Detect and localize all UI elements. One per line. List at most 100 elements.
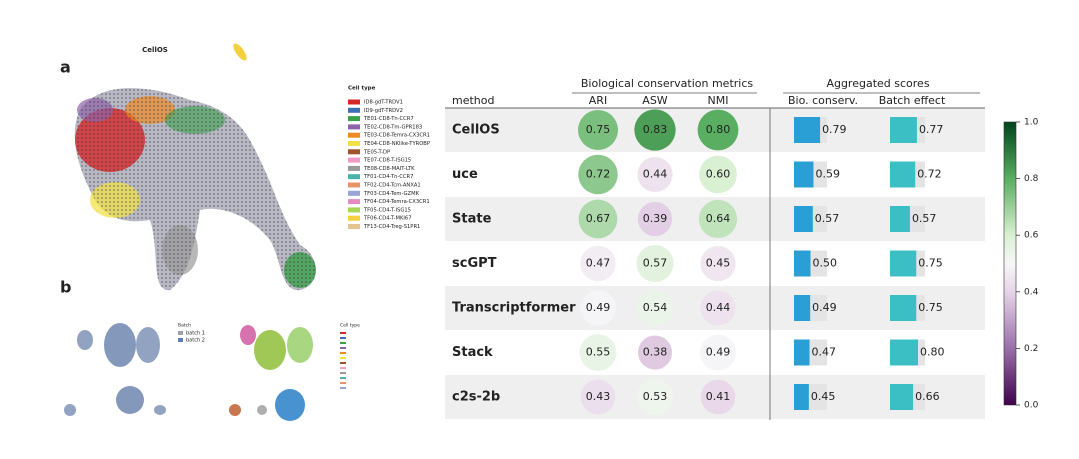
score-label: 0.80 — [920, 346, 945, 359]
score-bar — [794, 339, 810, 366]
legend-swatch — [348, 224, 360, 229]
score-label: 0.44 — [643, 168, 668, 181]
colorbar-tick-label: 1.0 — [1024, 118, 1039, 128]
score-label: 0.75 — [586, 123, 611, 136]
score-label: 0.53 — [643, 390, 668, 403]
score-label: 0.60 — [706, 168, 731, 181]
colorbar-tick-label: 0.8 — [1024, 174, 1039, 184]
legend-title: Cell type — [348, 86, 376, 92]
score-circle — [580, 245, 616, 282]
column-header: ASW — [642, 94, 668, 107]
score-label: 0.43 — [586, 390, 611, 403]
score-label: 0.45 — [811, 390, 836, 403]
score-label: 0.47 — [586, 257, 611, 270]
panel-label: b — [60, 278, 71, 297]
score-label: 0.57 — [912, 212, 937, 225]
score-circle — [636, 378, 674, 416]
colorbar — [1003, 121, 1017, 406]
legend-label: TF13-CD4-Treg-S1PR1 — [363, 224, 420, 230]
score-label: 0.59 — [815, 168, 840, 181]
legend-swatch — [348, 165, 360, 171]
method-name: c2s-2b — [452, 390, 500, 405]
score-label: 0.54 — [643, 301, 668, 314]
score-label: 0.38 — [643, 346, 668, 359]
score-label: 0.79 — [822, 123, 847, 136]
legend-title: Cell type — [340, 323, 360, 329]
umap-a — [74, 43, 316, 291]
score-label: 0.64 — [706, 212, 731, 225]
score-bar — [794, 250, 811, 277]
method-name: CellOS — [452, 123, 500, 138]
score-bar — [794, 117, 821, 143]
score-circle — [578, 199, 618, 239]
column-header: Bio. conserv. — [788, 94, 858, 107]
score-circle — [637, 156, 673, 193]
colorbar-tick-label: 0.0 — [1024, 401, 1039, 411]
score-circle — [698, 199, 738, 239]
score-circle — [578, 110, 618, 150]
method-name: scGPT — [452, 256, 497, 271]
score-label: 0.75 — [918, 301, 943, 314]
legend-label: TE07-CD8-T-ISG15 — [363, 158, 411, 164]
score-label: 0.66 — [915, 390, 940, 403]
legend-swatches — [340, 332, 346, 389]
legend-swatch — [348, 149, 360, 155]
score-bar — [890, 206, 910, 232]
legend-swatch — [348, 157, 360, 163]
column-header: ARI — [589, 94, 607, 107]
column-header: Batch effect — [879, 94, 946, 107]
legend-label: TF06-CD4-T-MKI67 — [363, 216, 412, 222]
score-circle — [700, 245, 736, 282]
method-name: State — [452, 212, 492, 227]
score-circle — [580, 290, 616, 326]
score-label: 0.41 — [706, 390, 731, 403]
score-bar — [794, 295, 811, 321]
legend-label: TF05-CD4-T-ISG15 — [363, 207, 411, 213]
panel-label: a — [60, 58, 71, 77]
legend-swatch — [348, 215, 360, 221]
score-label: 0.45 — [706, 257, 731, 270]
score-circle — [636, 289, 674, 327]
legend-swatch — [348, 132, 360, 138]
score-bar — [794, 206, 813, 232]
legend-label: ID8-gdT-TRDV1 — [364, 100, 403, 106]
legend-swatch — [348, 182, 360, 188]
colorbar-tick-label: 0.4 — [1024, 287, 1039, 297]
legend-label: TF04-CD4-Temra-CX3CR1 — [363, 199, 430, 205]
method-name: Stack — [452, 345, 493, 360]
score-circle — [578, 154, 618, 195]
legend-label: batch 2 — [186, 338, 205, 344]
score-bar — [890, 339, 918, 366]
score-label: 0.77 — [919, 123, 944, 136]
legend-swatch — [348, 199, 360, 205]
score-label: 0.49 — [586, 301, 611, 314]
score-bar — [890, 295, 917, 321]
score-circle — [637, 201, 673, 237]
legend-label: TE02-CD8-Tm-GPR183 — [363, 124, 422, 130]
score-label: 0.80 — [706, 123, 731, 136]
score-circle — [700, 290, 736, 326]
legend-swatch — [348, 99, 360, 105]
score-bar — [794, 161, 814, 188]
umap-title: CellOS — [142, 46, 168, 54]
score-bar — [890, 117, 917, 143]
legend-swatch — [348, 174, 360, 180]
score-bar — [890, 250, 917, 277]
score-label: 0.57 — [815, 212, 840, 225]
score-label: 0.47 — [812, 346, 837, 359]
score-label: 0.55 — [586, 346, 611, 359]
legend-label: TF01-CD4-Tn-CCR7 — [363, 174, 413, 180]
score-label: 0.49 — [706, 346, 731, 359]
legend-swatch — [348, 141, 360, 146]
legend-label: batch 1 — [186, 331, 205, 337]
score-circle — [637, 335, 673, 370]
legend-swatch — [348, 190, 360, 196]
score-bar — [890, 161, 916, 188]
score-circle — [700, 379, 736, 415]
legend-swatch — [348, 124, 360, 130]
legend-swatch — [348, 107, 360, 113]
score-label: 0.57 — [643, 257, 668, 270]
score-circle — [634, 109, 676, 151]
legend-swatch — [348, 116, 360, 122]
